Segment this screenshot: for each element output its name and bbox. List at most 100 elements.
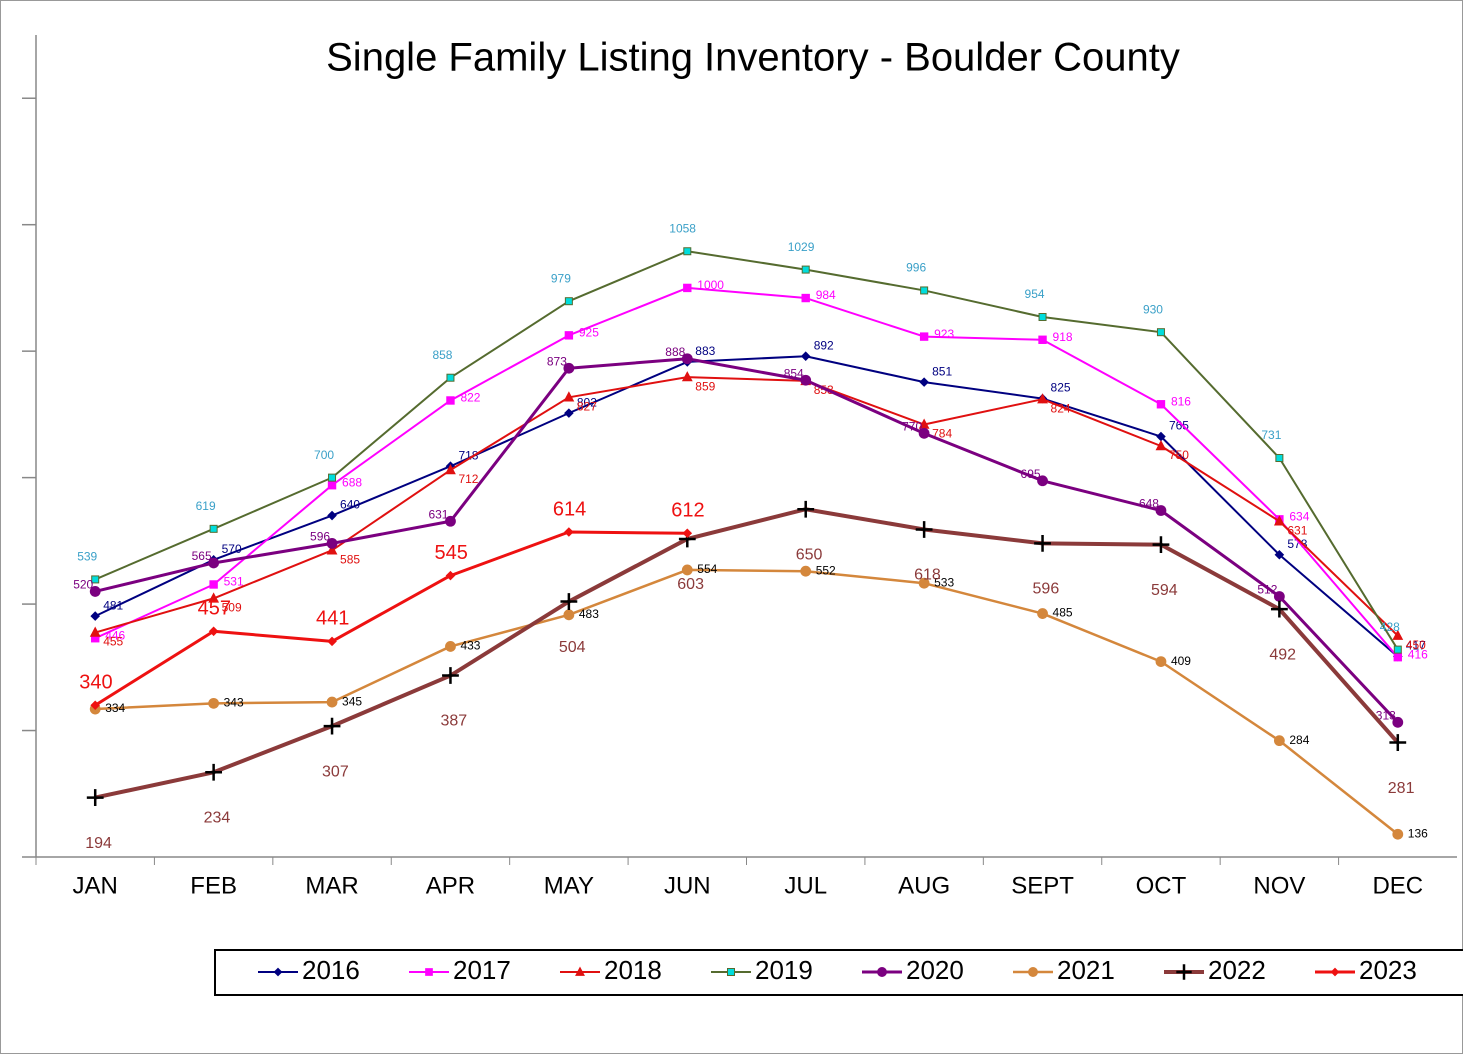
data-label: 457 bbox=[198, 598, 231, 620]
legend bbox=[214, 949, 1463, 996]
marker bbox=[800, 374, 812, 386]
marker bbox=[205, 763, 223, 781]
data-label: 520 bbox=[73, 578, 93, 592]
marker bbox=[1038, 313, 1047, 322]
marker bbox=[273, 967, 283, 977]
data-label: 979 bbox=[551, 271, 571, 285]
data-label: 925 bbox=[579, 326, 599, 340]
legend-label: 2022 bbox=[1208, 955, 1266, 985]
marker bbox=[1037, 475, 1048, 487]
marker bbox=[1270, 600, 1288, 618]
data-label: 409 bbox=[1171, 654, 1191, 668]
data-label: 417 bbox=[1406, 639, 1426, 653]
data-label: 618 bbox=[914, 567, 941, 584]
marker bbox=[1176, 964, 1192, 980]
marker bbox=[683, 283, 692, 293]
data-label: 648 bbox=[1139, 497, 1159, 511]
data-label: 485 bbox=[1053, 606, 1073, 620]
data-label: 334 bbox=[105, 701, 125, 715]
marker bbox=[918, 577, 930, 589]
marker bbox=[800, 351, 811, 362]
data-label: 619 bbox=[196, 499, 216, 513]
data-label: 859 bbox=[695, 379, 715, 393]
data-label: 750 bbox=[1169, 448, 1189, 462]
marker bbox=[563, 609, 575, 621]
data-label: 194 bbox=[85, 835, 112, 852]
data-label: 504 bbox=[559, 639, 586, 656]
data-label: 650 bbox=[796, 546, 823, 563]
marker bbox=[1389, 734, 1407, 751]
series-line bbox=[94, 376, 1399, 637]
marker bbox=[919, 332, 929, 341]
marker bbox=[1392, 629, 1404, 640]
marker bbox=[323, 717, 341, 735]
data-label: 428 bbox=[1380, 620, 1400, 634]
data-label: 822 bbox=[460, 391, 480, 405]
marker bbox=[682, 528, 693, 539]
marker bbox=[1275, 454, 1284, 463]
marker bbox=[445, 570, 456, 581]
marker bbox=[91, 575, 100, 584]
marker bbox=[681, 353, 693, 365]
data-label: 1000 bbox=[697, 278, 724, 292]
data-label: 918 bbox=[1053, 330, 1073, 344]
marker bbox=[1393, 645, 1402, 654]
data-label: 765 bbox=[1169, 419, 1189, 433]
x-tick-label: MAY bbox=[544, 872, 594, 899]
data-label: 930 bbox=[1143, 302, 1163, 316]
legend-label: 2021 bbox=[1057, 955, 1115, 985]
marker bbox=[564, 408, 574, 418]
marker bbox=[1152, 536, 1170, 554]
data-label: 441 bbox=[316, 608, 349, 630]
marker bbox=[327, 636, 337, 647]
marker bbox=[563, 391, 575, 402]
marker bbox=[89, 626, 101, 637]
x-tick-label: SEPT bbox=[1011, 872, 1074, 899]
series-line bbox=[94, 507, 1400, 800]
data-label: 695 bbox=[1021, 467, 1041, 481]
marker bbox=[1038, 335, 1047, 344]
data-label: 533 bbox=[934, 575, 954, 589]
data-label: 596 bbox=[310, 530, 330, 544]
series-line bbox=[95, 568, 1399, 836]
marker bbox=[1155, 656, 1167, 668]
marker bbox=[918, 418, 930, 429]
chart-title: Single Family Listing Inventory - Boulde… bbox=[326, 36, 1180, 80]
marker bbox=[208, 592, 220, 603]
marker bbox=[1393, 652, 1402, 662]
data-label: 455 bbox=[103, 635, 123, 649]
data-label: 631 bbox=[428, 507, 448, 521]
x-tick-label: FEB bbox=[190, 872, 237, 899]
data-label: 234 bbox=[204, 809, 231, 826]
data-label: 545 bbox=[434, 542, 467, 564]
marker bbox=[1273, 735, 1285, 747]
marker bbox=[1037, 393, 1048, 404]
marker bbox=[1155, 440, 1167, 451]
marker bbox=[575, 966, 585, 976]
marker bbox=[1273, 591, 1285, 602]
data-label: 731 bbox=[1261, 428, 1281, 442]
data-label: 892 bbox=[814, 338, 834, 352]
x-tick-label: JUL bbox=[784, 872, 827, 899]
data-label: 612 bbox=[671, 500, 704, 522]
marker bbox=[564, 297, 573, 306]
marker bbox=[445, 515, 456, 527]
data-label: 446 bbox=[105, 628, 125, 642]
data-label: 827 bbox=[577, 399, 597, 413]
data-label: 1058 bbox=[669, 221, 696, 235]
series-line bbox=[94, 357, 1399, 724]
marker bbox=[425, 968, 433, 976]
series-line bbox=[94, 530, 688, 707]
data-label: 281 bbox=[1388, 780, 1415, 797]
legend-label: 2017 bbox=[453, 955, 511, 985]
data-label: 614 bbox=[553, 498, 586, 520]
data-label: 1029 bbox=[788, 240, 815, 254]
marker bbox=[208, 697, 220, 709]
marker bbox=[208, 626, 219, 637]
data-label: 416 bbox=[1408, 647, 1428, 661]
marker bbox=[326, 537, 338, 549]
x-tick-label: OCT bbox=[1136, 872, 1187, 899]
data-label: 481 bbox=[103, 598, 123, 612]
x-tick-label: JAN bbox=[73, 872, 118, 899]
